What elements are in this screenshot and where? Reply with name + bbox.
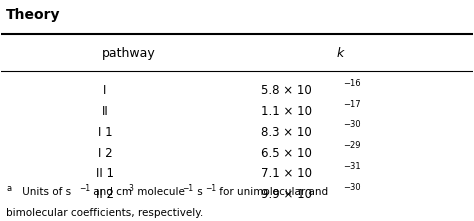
Text: −17: −17 [343,100,361,109]
Text: s: s [194,187,202,196]
Text: −1: −1 [182,184,194,193]
Text: −16: −16 [343,79,361,88]
Text: −29: −29 [343,141,361,150]
Text: molecule: molecule [134,187,185,196]
Text: 3: 3 [128,184,133,193]
Text: II 2: II 2 [96,188,114,201]
Text: 8.3 × 10: 8.3 × 10 [261,126,311,139]
Text: II 1: II 1 [96,167,114,180]
Text: 1.1 × 10: 1.1 × 10 [261,105,311,118]
Text: −30: −30 [343,183,361,192]
Text: Theory: Theory [6,8,61,22]
Text: −31: −31 [343,162,361,171]
Text: 6.5 × 10: 6.5 × 10 [261,147,311,160]
Text: a: a [6,184,11,193]
Text: I 2: I 2 [98,147,112,160]
Text: −1: −1 [79,184,90,193]
Text: 7.1 × 10: 7.1 × 10 [261,167,311,180]
Text: Units of s: Units of s [19,187,72,196]
Text: II: II [102,105,109,118]
Text: bimolecular coefficients, respectively.: bimolecular coefficients, respectively. [6,208,203,218]
Text: −30: −30 [343,120,361,129]
Text: 5.8 × 10: 5.8 × 10 [261,84,311,97]
Text: for unimolecular and: for unimolecular and [216,187,328,196]
Text: I: I [103,84,107,97]
Text: 9.9 × 10: 9.9 × 10 [261,188,311,201]
Text: and cm: and cm [90,187,132,196]
Text: k: k [337,47,344,60]
Text: I 1: I 1 [98,126,112,139]
Text: pathway: pathway [102,47,155,60]
Text: −1: −1 [205,184,216,193]
